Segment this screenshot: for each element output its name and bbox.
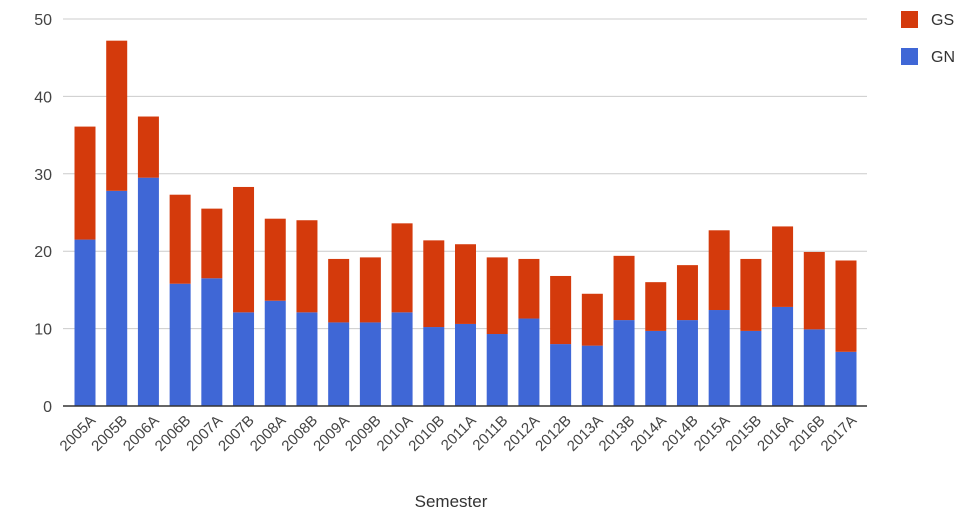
bar-segment-gn xyxy=(201,278,223,406)
bar-segment-gn xyxy=(708,310,730,406)
bar-segment-gs xyxy=(359,257,381,323)
y-tick-label: 50 xyxy=(34,12,52,29)
bar-segment-gn xyxy=(423,327,445,406)
bar-segment-gs xyxy=(201,208,223,279)
bar-segment-gn xyxy=(455,323,476,406)
bar-segment-gs xyxy=(803,251,825,330)
bar-segment-gn xyxy=(296,312,318,406)
y-tick-label: 20 xyxy=(34,244,52,261)
y-tick-label: 10 xyxy=(34,322,52,339)
legend-swatch-gs xyxy=(901,11,918,28)
bar-segment-gs xyxy=(169,194,191,284)
bar-segment-gs xyxy=(740,258,762,331)
x-axis-title: Semester xyxy=(415,492,488,511)
bar-segment-gn xyxy=(676,320,698,406)
bar-segment-gn xyxy=(233,312,255,406)
bar-segment-gs xyxy=(550,275,572,345)
x-tick-label: 2017A xyxy=(817,412,860,455)
bar-segment-gs xyxy=(708,230,730,311)
bar-segment-gn xyxy=(835,351,857,406)
legend: GS GN xyxy=(901,11,955,66)
bar-segment-gn xyxy=(518,318,540,406)
bar-segment-gs xyxy=(455,244,476,324)
bar-segment-gn xyxy=(486,334,508,406)
bar-segment-gn xyxy=(581,345,603,406)
bar-segment-gs xyxy=(518,258,540,319)
grid-layer xyxy=(63,18,867,330)
bar-segment-gn xyxy=(550,344,572,406)
bar-segment-gs xyxy=(835,260,857,352)
bar-segment-gs xyxy=(423,240,445,328)
bar-segment-gn xyxy=(169,283,191,406)
bar-segment-gn xyxy=(359,322,381,406)
bar-segment-gn xyxy=(391,312,413,406)
x-tick-label: 2011A xyxy=(438,412,480,454)
y-tick-label: 30 xyxy=(34,167,52,184)
bar-segment-gn xyxy=(740,330,762,406)
bar-segment-gs xyxy=(676,265,698,321)
bar-segment-gs xyxy=(645,282,667,331)
bar-segment-gn xyxy=(264,300,286,406)
bar-segment-gs xyxy=(264,218,286,301)
bar-segment-gs xyxy=(328,258,350,323)
bar-segment-gs xyxy=(581,293,603,346)
bar-segment-gn xyxy=(137,177,159,406)
bar-segment-gn xyxy=(106,190,128,406)
bar-segment-gs xyxy=(233,186,255,313)
bar-segment-gn xyxy=(803,329,825,406)
bar-segment-gs xyxy=(106,40,128,191)
bar-segment-gs xyxy=(772,226,794,307)
bar-segment-gn xyxy=(328,322,350,406)
bar-segment-gn xyxy=(772,306,794,406)
bar-segment-gs xyxy=(391,223,413,313)
bar-segment-gs xyxy=(74,126,96,240)
legend-swatch-gn xyxy=(901,48,918,65)
x-tick-label: 2010B xyxy=(405,412,448,455)
bar-segment-gn xyxy=(613,320,635,406)
y-tick-label: 40 xyxy=(34,89,52,106)
bars-layer xyxy=(74,40,857,406)
bar-segment-gs xyxy=(296,220,318,313)
legend-label-gn: GN xyxy=(931,49,955,66)
bar-segment-gn xyxy=(74,239,96,406)
bar-segment-gs xyxy=(613,255,635,321)
bar-segment-gn xyxy=(645,330,667,406)
legend-label-gs: GS xyxy=(931,12,954,29)
y-tick-label: 0 xyxy=(43,399,52,416)
bar-segment-gs xyxy=(486,257,508,335)
bar-segment-gs xyxy=(137,116,159,178)
